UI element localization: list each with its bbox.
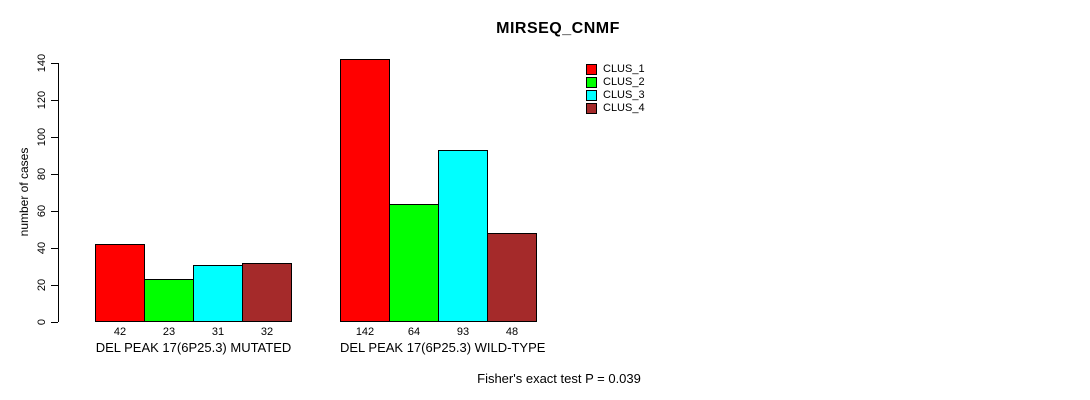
y-axis-line xyxy=(58,63,59,322)
y-axis-tick-label: 140 xyxy=(36,53,48,73)
y-axis-tick-label: 120 xyxy=(36,90,48,110)
bar-clus_4-group1 xyxy=(242,263,292,322)
bar-value-label: 93 xyxy=(456,326,470,338)
bar-clus_3-group1 xyxy=(193,265,243,322)
legend-label: CLUS_3 xyxy=(603,89,645,101)
bar-clus_2-group1 xyxy=(144,279,194,322)
y-axis-tick-label: 100 xyxy=(36,127,48,147)
legend-swatch-clus_2 xyxy=(586,77,597,88)
y-axis-tick xyxy=(51,136,58,138)
legend-label: CLUS_1 xyxy=(603,63,645,75)
legend-swatch-clus_4 xyxy=(586,103,597,114)
bar-value-label: 64 xyxy=(407,326,421,338)
bar-value-label: 23 xyxy=(162,326,176,338)
legend-item-clus_2: CLUS_2 xyxy=(586,76,645,89)
legend: CLUS_1 CLUS_2 CLUS_3 CLUS_4 xyxy=(586,63,645,115)
y-axis-tick xyxy=(51,173,58,175)
y-axis-tick-label: 40 xyxy=(36,241,48,255)
legend-label: CLUS_4 xyxy=(603,102,645,114)
y-axis-tick-label: 0 xyxy=(36,318,48,326)
bar-value-label: 32 xyxy=(260,326,274,338)
legend-label: CLUS_2 xyxy=(603,76,645,88)
bar-clus_1-group2 xyxy=(340,59,390,322)
y-axis-title: number of cases xyxy=(17,147,31,237)
legend-item-clus_4: CLUS_4 xyxy=(586,102,645,115)
bar-value-label: 48 xyxy=(505,326,519,338)
y-axis-tick xyxy=(51,284,58,286)
y-axis-tick-label: 20 xyxy=(36,278,48,292)
legend-item-clus_3: CLUS_3 xyxy=(586,89,645,102)
bar-clus_4-group2 xyxy=(487,233,537,322)
chart-title: MIRSEQ_CNMF xyxy=(496,20,620,37)
bar-clus_2-group2 xyxy=(389,204,439,322)
y-axis-tick xyxy=(51,210,58,212)
bar-clus_1-group1 xyxy=(95,244,145,322)
bar-value-label: 42 xyxy=(113,326,127,338)
bar-clus_3-group2 xyxy=(438,150,488,322)
bar-value-label: 142 xyxy=(355,326,375,338)
y-axis-tick-label: 60 xyxy=(36,204,48,218)
y-axis-tick xyxy=(51,62,58,64)
bar-value-label: 31 xyxy=(211,326,225,338)
y-axis-tick-label: 80 xyxy=(36,167,48,181)
y-axis-tick xyxy=(51,99,58,101)
legend-item-clus_1: CLUS_1 xyxy=(586,63,645,76)
y-axis-tick xyxy=(51,321,58,323)
fisher-test-annotation: Fisher's exact test P = 0.039 xyxy=(477,371,641,386)
legend-swatch-clus_3 xyxy=(586,90,597,101)
x-axis-group-label: DEL PEAK 17(6P25.3) MUTATED xyxy=(95,340,292,355)
y-axis-tick xyxy=(51,247,58,249)
x-axis-group-label: DEL PEAK 17(6P25.3) WILD-TYPE xyxy=(340,340,546,355)
legend-swatch-clus_1 xyxy=(586,64,597,75)
